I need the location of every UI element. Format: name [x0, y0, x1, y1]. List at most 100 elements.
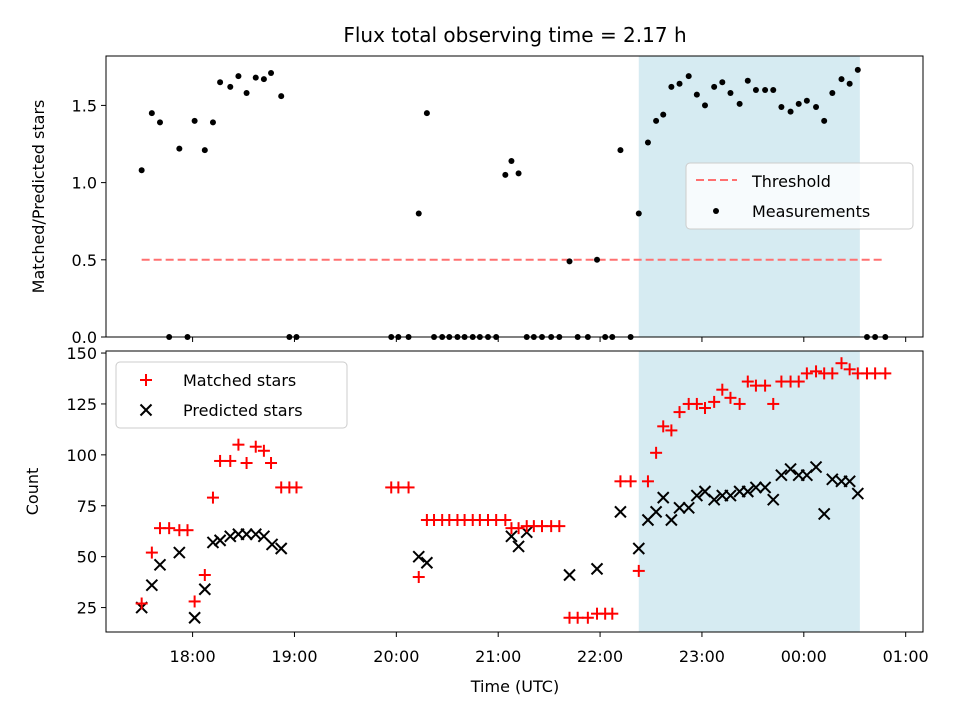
measurement-point	[644, 139, 651, 146]
matched-marker	[724, 391, 737, 404]
measurement-point	[653, 117, 660, 124]
predicted-marker-b	[809, 460, 823, 474]
predicted-marker	[775, 469, 788, 482]
predicted-marker-b	[265, 538, 279, 551]
measurement-point	[235, 73, 242, 80]
matched-marker	[767, 397, 780, 410]
matched-marker	[499, 514, 512, 527]
plot-area	[135, 357, 892, 624]
matched-marker	[188, 595, 201, 608]
predicted-marker	[657, 491, 670, 504]
measurement-point	[176, 145, 183, 152]
measurement-point	[744, 77, 751, 84]
matched-marker	[690, 397, 703, 410]
y-tick-label: 100	[66, 446, 97, 465]
predicted-marker-b	[749, 481, 763, 494]
predicted-marker	[826, 473, 839, 486]
matched-marker	[198, 568, 211, 581]
legend-box	[685, 162, 914, 230]
predicted-marker-b	[412, 550, 425, 563]
measurement-point	[660, 111, 667, 118]
matched-marker	[145, 546, 158, 559]
predicted-marker-b	[563, 568, 576, 582]
predicted-marker	[173, 546, 186, 559]
predicted-marker-b	[698, 485, 712, 498]
matched-marker	[392, 481, 405, 494]
predicted-marker-b	[198, 583, 212, 596]
predicted-marker	[665, 513, 678, 527]
y-tick-label: 75	[77, 497, 97, 516]
legend-box	[115, 361, 348, 429]
predicted-marker-b	[741, 485, 754, 498]
matched-marker	[614, 475, 627, 488]
legend-matched-label: Matched stars	[183, 371, 296, 390]
predicted-marker	[817, 507, 831, 521]
measurement-point	[829, 90, 836, 97]
measurement-point	[148, 110, 155, 117]
predicted-marker	[505, 530, 518, 543]
predicted-marker-b	[673, 501, 686, 514]
predicted-marker-b	[657, 491, 670, 504]
predicted-marker	[224, 530, 237, 543]
measurement-point	[668, 83, 675, 90]
predicted-marker	[767, 493, 780, 506]
predicted-marker-b	[817, 507, 831, 521]
predicted-marker	[707, 493, 721, 506]
matched-marker	[265, 456, 278, 469]
matched-marker	[792, 375, 805, 388]
measurement-point	[423, 110, 430, 117]
measurement-point	[795, 100, 802, 107]
measurement-point	[752, 86, 759, 93]
predicted-marker	[649, 505, 663, 519]
predicted-marker	[412, 550, 425, 563]
predicted-marker	[741, 485, 754, 498]
measurement-point	[278, 93, 285, 100]
matched-marker	[135, 597, 148, 610]
legend-measurements-label: Measurements	[752, 202, 870, 221]
predicted-marker	[784, 462, 797, 476]
predicted-marker-b	[505, 530, 518, 543]
x-tick-label: 20:00	[373, 647, 419, 666]
matched-marker	[206, 491, 219, 504]
measurement-point	[685, 73, 692, 80]
matched-marker	[716, 383, 729, 396]
matched-marker	[673, 406, 686, 419]
predicted-marker	[690, 489, 704, 502]
measurement-point	[676, 80, 683, 87]
measurement-point	[719, 79, 726, 86]
measurement-point	[693, 91, 700, 98]
measurement-point	[502, 171, 509, 178]
matched-marker	[240, 456, 253, 469]
measurement-point	[854, 66, 861, 73]
legend-threshold-label: Threshold	[751, 172, 831, 191]
predicted-marker-b	[690, 489, 704, 502]
measurement-point	[515, 170, 522, 177]
legend-predicted-label: Predicted stars	[183, 401, 303, 420]
predicted-marker	[632, 542, 645, 555]
matched-marker	[249, 440, 262, 453]
measurement-point	[156, 119, 163, 126]
predicted-marker-b	[665, 513, 678, 527]
measurement-point	[838, 76, 845, 83]
measurement-point	[268, 69, 275, 76]
matched-marker	[810, 365, 823, 378]
matched-marker	[632, 564, 645, 577]
measurement-point	[594, 256, 601, 263]
matched-marker	[571, 611, 584, 624]
measurement-point	[635, 210, 642, 217]
predicted-marker	[420, 556, 434, 569]
predicted-marker	[809, 460, 823, 474]
matched-marker	[181, 524, 194, 537]
y-tick-label: 150	[66, 344, 97, 363]
predicted-marker-b	[520, 526, 533, 539]
x-tick-label: 22:00	[577, 647, 623, 666]
plot-area	[138, 66, 889, 340]
predicted-marker	[206, 536, 220, 549]
matched-marker	[624, 475, 637, 488]
legend-predicted-swatch	[139, 403, 153, 417]
y-tick-label: 125	[66, 395, 97, 414]
measurement-point	[243, 90, 250, 97]
matched-marker	[257, 444, 270, 457]
predicted-marker	[198, 583, 212, 596]
predicted-marker-b	[420, 556, 434, 569]
